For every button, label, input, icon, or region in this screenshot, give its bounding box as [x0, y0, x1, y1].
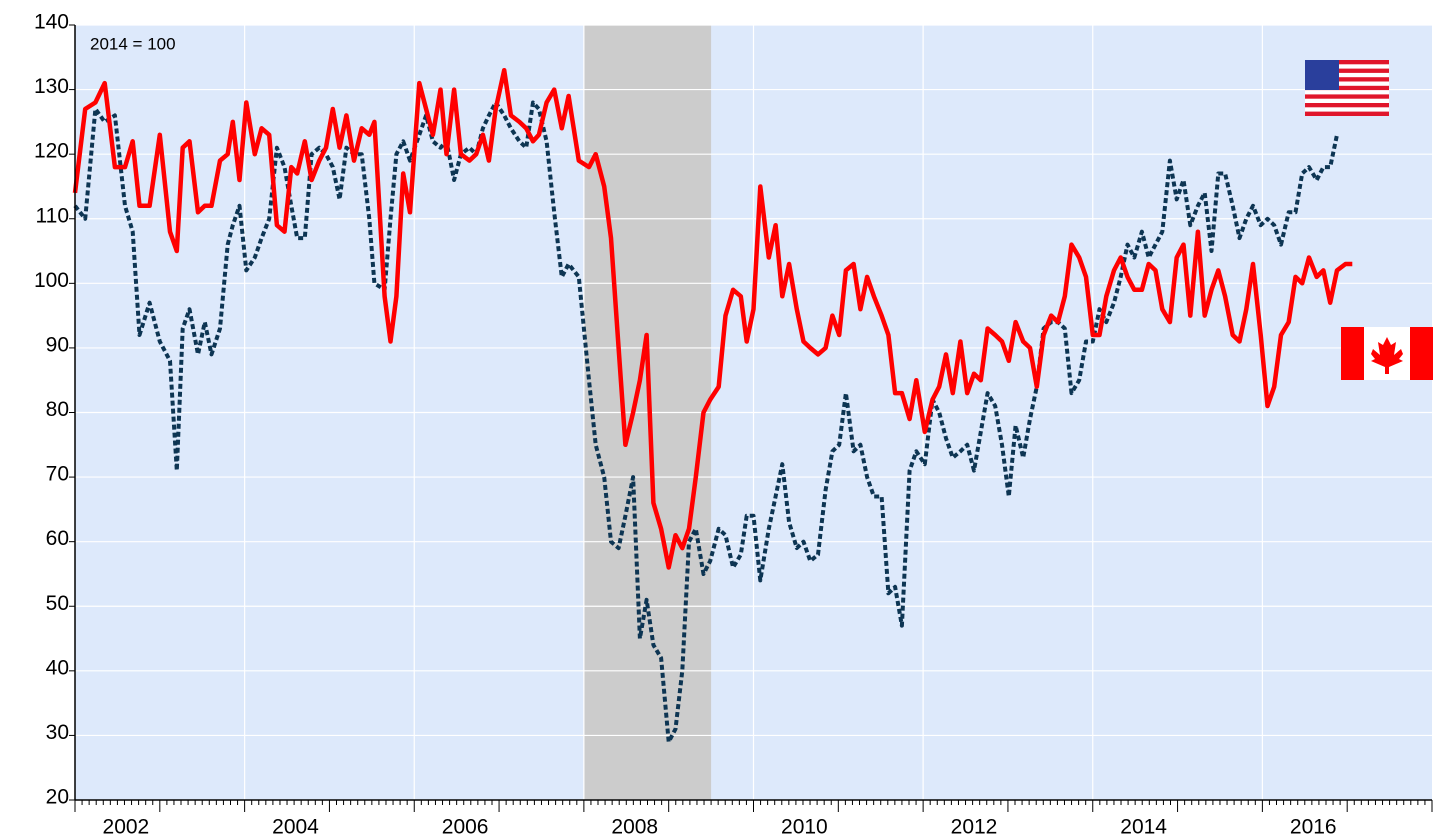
annotation: 2014 = 100 [90, 34, 176, 53]
y-tick-label: 20 [46, 786, 69, 809]
y-tick-label: 30 [46, 721, 69, 744]
x-tick-label: 2016 [1290, 816, 1337, 839]
y-tick-label: 80 [46, 398, 69, 421]
y-tick-label: 90 [46, 333, 69, 356]
x-tick-label: 2014 [1120, 816, 1167, 839]
y-tick-label: 40 [46, 656, 69, 679]
x-tick-label: 2004 [272, 816, 319, 839]
line-series [72, 67, 1353, 570]
us-flag [1305, 60, 1389, 116]
y-tick-label: 130 [34, 75, 69, 98]
x-tick-label: 2012 [951, 816, 998, 839]
y-tick-label: 140 [34, 11, 69, 34]
canada-flag [1341, 327, 1433, 380]
y-tick-label: 110 [36, 204, 69, 227]
line-series [73, 100, 1339, 744]
x-tick-label: 2010 [781, 816, 828, 839]
x-tick-label: 2006 [442, 816, 489, 839]
y-tick-label: 60 [46, 527, 69, 550]
y-tick-label: 100 [34, 269, 69, 292]
plot-area [72, 24, 1432, 801]
y-tick-label: 120 [34, 140, 69, 163]
y-tick-label: 70 [46, 463, 69, 486]
x-tick-label: 2008 [611, 816, 658, 839]
y-tick-label: 50 [46, 592, 69, 615]
x-tick-label: 2002 [103, 816, 150, 839]
